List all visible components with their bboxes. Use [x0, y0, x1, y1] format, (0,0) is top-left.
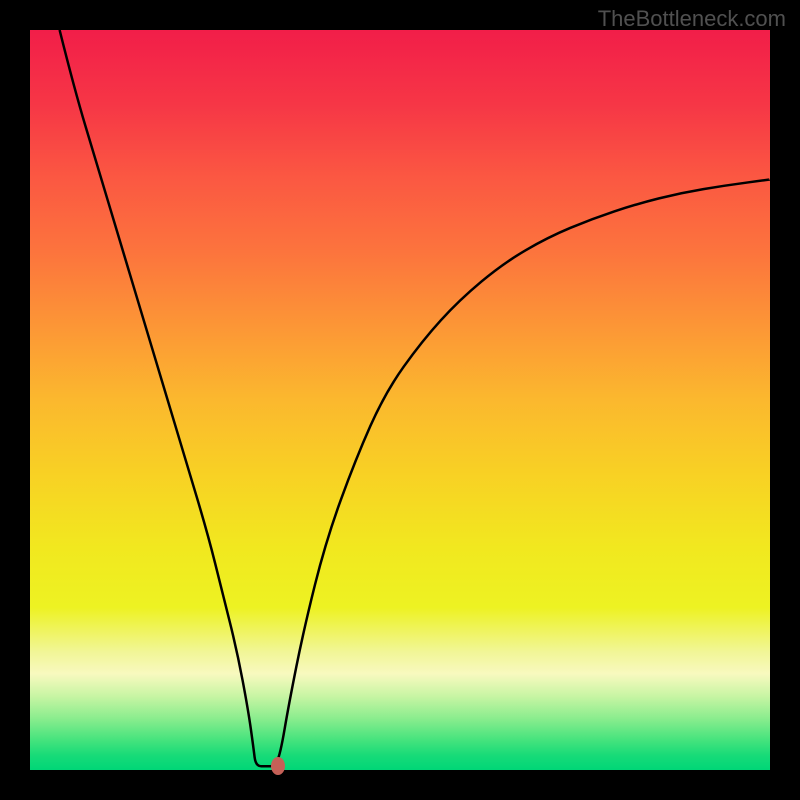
curve-layer: [30, 30, 770, 770]
optimum-marker: [271, 757, 285, 775]
plot-area: [30, 30, 770, 770]
watermark-text: TheBottleneck.com: [598, 6, 786, 32]
bottleneck-curve: [60, 30, 770, 766]
